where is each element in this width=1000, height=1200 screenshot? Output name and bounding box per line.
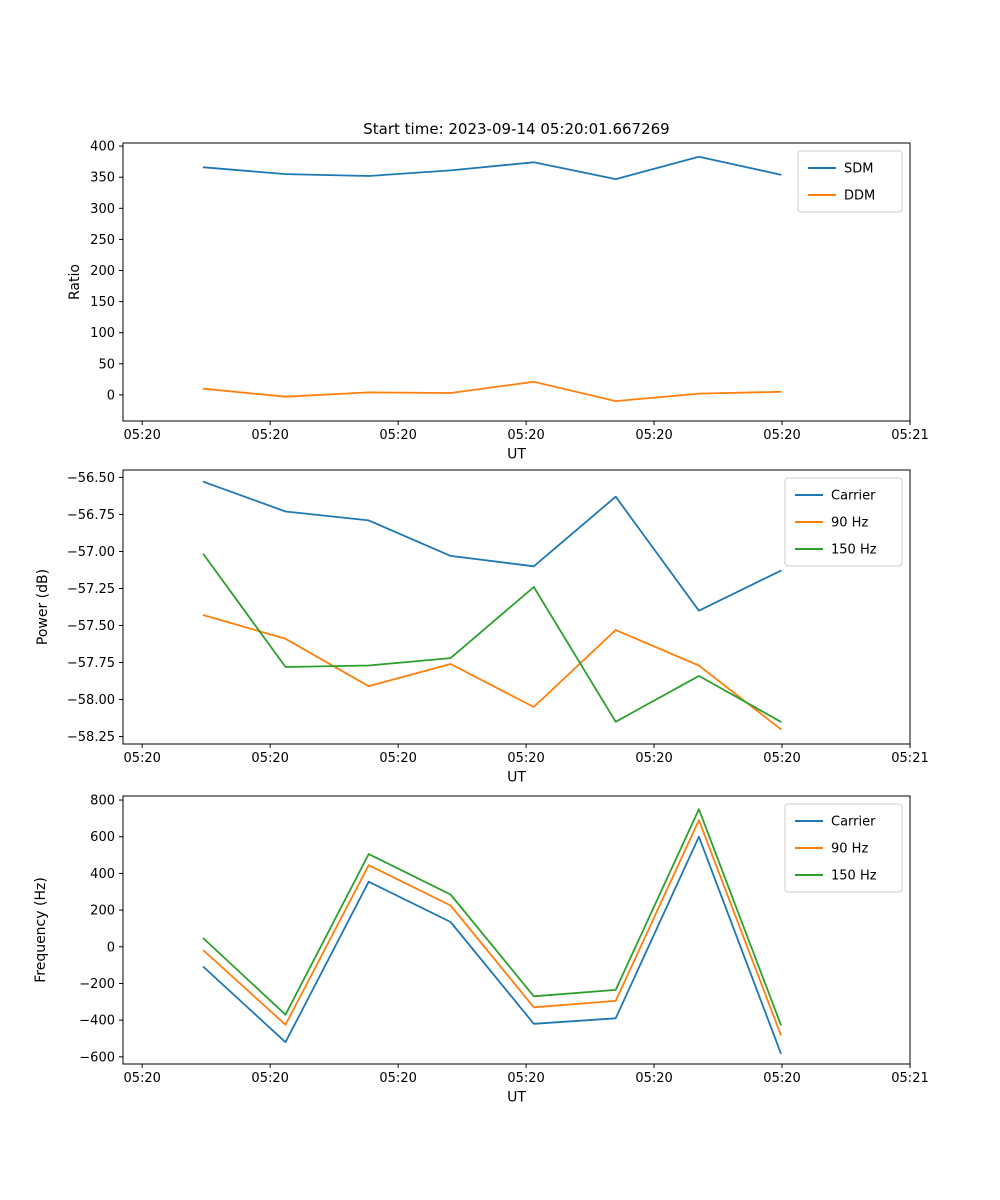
x-tick-label: 05:20 xyxy=(123,428,160,443)
legend-entry-150-hz: 150 Hz xyxy=(795,543,877,558)
series-line-150-hz xyxy=(202,553,782,723)
x-tick-label: 05:20 xyxy=(635,428,672,443)
legend: Carrier 90 Hz 150 Hz xyxy=(784,803,903,893)
legend-entry-150-hz: 150 Hz xyxy=(795,869,877,884)
y-tick-label: −57.50 xyxy=(67,619,115,634)
y-tick-label: 0 xyxy=(107,388,115,403)
y-axis-label: Frequency (Hz) xyxy=(33,877,49,983)
legend-box xyxy=(784,803,903,893)
x-tick-label: 05:20 xyxy=(251,1071,288,1086)
y-axis-label: Ratio xyxy=(67,264,83,300)
legend: SDM DDM xyxy=(797,150,903,213)
legend-entry-90-hz: 90 Hz xyxy=(795,842,868,857)
x-tick-label: 05:20 xyxy=(251,751,288,766)
legend-label: Carrier xyxy=(831,489,876,504)
legend-entry-carrier: Carrier xyxy=(795,489,876,504)
x-tick-label: 05:21 xyxy=(891,1071,928,1086)
y-tick-label: 800 xyxy=(90,794,115,809)
series-line-90-hz xyxy=(202,614,782,731)
x-tick-label: 05:20 xyxy=(251,428,288,443)
y-tick-label: −57.00 xyxy=(67,545,115,560)
y-axis-label: Power (dB) xyxy=(35,569,51,645)
axes-frame xyxy=(122,469,911,745)
x-tick-label: 05:20 xyxy=(507,751,544,766)
legend: Carrier 90 Hz 150 Hz xyxy=(784,477,903,567)
legend-label: 150 Hz xyxy=(831,543,877,558)
series-line-ddm xyxy=(202,380,782,403)
legend-label: 150 Hz xyxy=(831,869,877,884)
y-tick-label: −57.75 xyxy=(67,656,115,671)
subplot-ratio: 05:20 05:20 05:20 05:20 05:20 05:20 05:21 UT 0 50… xyxy=(67,140,929,463)
x-tick-label: 05:20 xyxy=(635,751,672,766)
x-axis-label: UT xyxy=(507,447,526,463)
x-axis-label: UT xyxy=(507,770,526,786)
y-tick-label: −56.50 xyxy=(67,471,115,486)
y-tick-label: 200 xyxy=(90,904,115,919)
y-tick-label: 300 xyxy=(90,202,115,217)
y-tick-label: −58.00 xyxy=(67,693,115,708)
legend-label: Carrier xyxy=(831,815,876,830)
y-tick-label: 50 xyxy=(98,357,115,372)
y-tick-label: −57.25 xyxy=(67,582,115,597)
x-tick-label: 05:20 xyxy=(763,428,800,443)
x-tick-label: 05:20 xyxy=(123,1071,160,1086)
subplot-frequency-hz: 05:20 05:20 05:20 05:20 05:20 05:20 05:21 UT −60… xyxy=(33,794,929,1106)
series-line-carrier xyxy=(202,480,782,612)
series-line-sdm xyxy=(202,155,782,181)
x-tick-label: 05:20 xyxy=(507,428,544,443)
axes-frame xyxy=(122,142,911,422)
x-tick-label: 05:20 xyxy=(507,1071,544,1086)
y-tick-label: −400 xyxy=(79,1014,115,1029)
x-tick-label: 05:20 xyxy=(379,428,416,443)
y-tick-label: 150 xyxy=(90,295,115,310)
legend-label: DDM xyxy=(844,189,875,204)
x-tick-label: 05:20 xyxy=(379,1071,416,1086)
figure-title: Start time: 2023-09-14 05:20:01.667269 xyxy=(363,120,670,138)
legend-box xyxy=(784,477,903,567)
x-tick-label: 05:20 xyxy=(123,751,160,766)
series-line-90-hz xyxy=(202,819,782,1036)
y-tick-label: 0 xyxy=(107,940,115,955)
series-line-carrier xyxy=(202,835,782,1055)
legend-label: 90 Hz xyxy=(831,516,868,531)
y-tick-label: 350 xyxy=(90,171,115,186)
x-axis-label: UT xyxy=(507,1090,526,1106)
legend-label: 90 Hz xyxy=(831,842,868,857)
x-tick-label: 05:20 xyxy=(763,1071,800,1086)
y-tick-label: 400 xyxy=(90,867,115,882)
y-tick-label: 200 xyxy=(90,264,115,279)
y-tick-label: 600 xyxy=(90,830,115,845)
x-tick-label: 05:20 xyxy=(635,1071,672,1086)
legend-entry-carrier: Carrier xyxy=(795,815,876,830)
y-tick-label: −56.75 xyxy=(67,508,115,523)
legend-box xyxy=(797,150,903,213)
y-tick-label: −600 xyxy=(79,1050,115,1065)
series-line-150-hz xyxy=(202,808,782,1026)
legend-entry-ddm: DDM xyxy=(808,189,875,204)
subplot-power-db: 05:20 05:20 05:20 05:20 05:20 05:20 05:21 UT −58… xyxy=(35,469,929,786)
legend-entry-sdm: SDM xyxy=(808,162,873,177)
x-tick-label: 05:20 xyxy=(379,751,416,766)
x-tick-label: 05:21 xyxy=(891,428,928,443)
y-tick-label: −200 xyxy=(79,977,115,992)
axes-frame xyxy=(122,795,911,1065)
legend-label: SDM xyxy=(844,162,873,177)
y-tick-label: 250 xyxy=(90,233,115,248)
x-tick-label: 05:20 xyxy=(763,751,800,766)
legend-entry-90-hz: 90 Hz xyxy=(795,516,868,531)
y-tick-label: −58.25 xyxy=(67,730,115,745)
y-tick-label: 100 xyxy=(90,326,115,341)
x-tick-label: 05:21 xyxy=(891,751,928,766)
y-tick-label: 400 xyxy=(90,140,115,155)
